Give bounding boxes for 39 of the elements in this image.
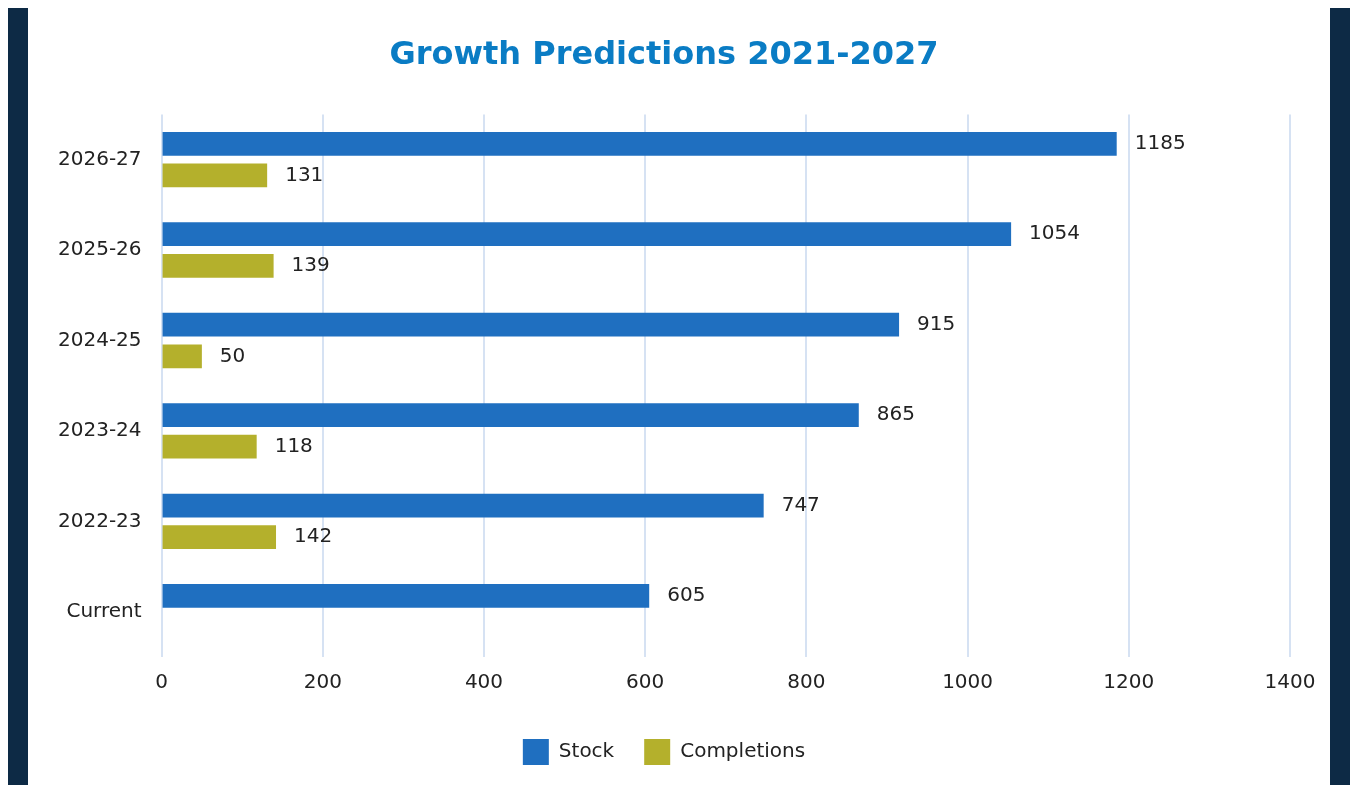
- y-tick-label: 2023-24: [57, 417, 142, 442]
- x-tick-label: 200: [303, 669, 342, 694]
- y-tick-label: Current: [66, 597, 142, 622]
- data-label: 915: [917, 310, 956, 335]
- y-tick-label: 2024-25: [57, 326, 142, 351]
- data-label: 1054: [1029, 220, 1081, 245]
- bar: [162, 344, 202, 369]
- bar: [162, 434, 257, 459]
- data-label: 747: [781, 491, 820, 516]
- legend-label: Stock: [558, 738, 615, 763]
- bar: [162, 163, 268, 188]
- x-tick-label: 800: [787, 669, 826, 694]
- bar: [162, 525, 277, 550]
- x-tick-label: 600: [626, 669, 665, 694]
- legend-label: Completions: [680, 738, 806, 763]
- bar: [162, 131, 1117, 156]
- x-tick-label: 1200: [1103, 669, 1155, 694]
- data-label: 1185: [1134, 129, 1186, 154]
- data-label: 50: [219, 342, 246, 367]
- bar: [162, 493, 764, 518]
- data-label: 605: [667, 582, 706, 607]
- y-tick-label: 2026-27: [57, 145, 142, 170]
- bar: [162, 222, 1012, 247]
- data-label: 131: [285, 161, 324, 186]
- x-tick-label: 0: [155, 669, 168, 694]
- chart-title: Growth Predictions 2021-2027: [389, 33, 939, 72]
- bar: [162, 584, 650, 608]
- data-label: 139: [291, 252, 330, 277]
- data-label: 142: [294, 523, 333, 548]
- data-label: 118: [274, 432, 313, 457]
- bar: [162, 254, 274, 278]
- bar: [162, 403, 859, 427]
- data-label: 865: [876, 401, 915, 426]
- x-tick-label: 1400: [1264, 669, 1316, 694]
- x-tick-label: 1000: [942, 669, 994, 694]
- x-tick-label: 400: [464, 669, 504, 694]
- y-tick-label: 2022-23: [57, 507, 142, 532]
- bar: [162, 312, 900, 337]
- y-tick-label: 2025-26: [57, 236, 142, 261]
